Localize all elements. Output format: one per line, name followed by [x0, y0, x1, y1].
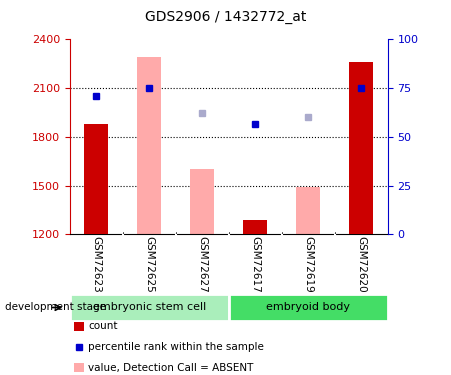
Text: GSM72623: GSM72623	[92, 236, 101, 292]
Bar	[74, 363, 84, 372]
Bar	[84, 124, 108, 234]
Text: value, Detection Call = ABSENT: value, Detection Call = ABSENT	[88, 363, 253, 372]
Text: count: count	[88, 321, 117, 331]
Bar	[229, 294, 388, 321]
Text: embryonic stem cell: embryonic stem cell	[93, 303, 206, 312]
Text: embryoid body: embryoid body	[267, 303, 350, 312]
Text: development stage: development stage	[5, 303, 106, 312]
Text: GSM72627: GSM72627	[198, 236, 207, 292]
Text: GSM72620: GSM72620	[356, 236, 366, 292]
Bar	[74, 322, 84, 331]
Bar	[350, 62, 373, 234]
Bar	[244, 220, 267, 234]
Text: GDS2906 / 1432772_at: GDS2906 / 1432772_at	[145, 10, 306, 24]
Text: percentile rank within the sample: percentile rank within the sample	[88, 342, 264, 352]
Text: GSM72619: GSM72619	[304, 236, 313, 292]
Bar	[296, 187, 320, 234]
Text: GSM72625: GSM72625	[144, 236, 154, 292]
Bar	[138, 57, 161, 234]
Text: GSM72617: GSM72617	[250, 236, 260, 292]
Bar	[190, 170, 214, 234]
Bar	[70, 294, 229, 321]
